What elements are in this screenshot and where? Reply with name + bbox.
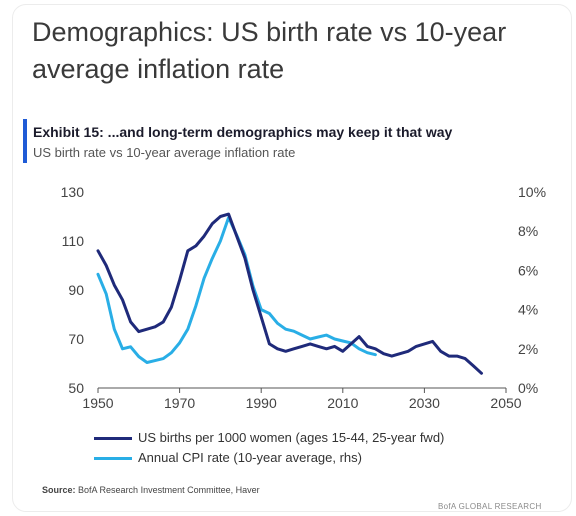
legend-swatch-cpi — [94, 457, 132, 461]
x-tick-label: 2030 — [409, 395, 440, 411]
y-right-tick-label: 4% — [518, 302, 538, 318]
y-right-tick-label: 0% — [518, 380, 538, 396]
source-note: Source: BofA Research Investment Committ… — [42, 485, 260, 495]
headline: Demographics: US birth rate vs 10-year a… — [32, 17, 507, 84]
y-left-tick-label: 130 — [61, 184, 85, 200]
chart-card — [12, 4, 572, 512]
exhibit-subtitle: US birth rate vs 10-year average inflati… — [33, 145, 296, 160]
legend-label-births: US births per 1000 women (ages 15-44, 25… — [138, 430, 445, 445]
y-right-tick-label: 8% — [518, 223, 538, 239]
legend-label-cpi: Annual CPI rate (10-year average, rhs) — [138, 450, 362, 465]
x-tick-label: 2010 — [327, 395, 358, 411]
y-left-tick-label: 110 — [62, 233, 85, 249]
x-tick-label: 1990 — [246, 395, 277, 411]
legend-item-births: US births per 1000 women (ages 15-44, 25… — [94, 428, 444, 448]
y-left-tick-label: 50 — [68, 380, 84, 396]
source-text: BofA Research Investment Committee, Have… — [78, 485, 260, 495]
y-left-tick-label: 90 — [68, 282, 84, 298]
x-tick-label: 1970 — [164, 395, 195, 411]
legend: US births per 1000 women (ages 15-44, 25… — [94, 428, 444, 468]
y-right-tick-label: 2% — [518, 341, 538, 357]
y-left-tick-label: 70 — [68, 331, 84, 347]
exhibit-title: Exhibit 15: ...and long-term demographic… — [33, 124, 453, 140]
brand-footer: BofA GLOBAL RESEARCH — [438, 502, 542, 511]
exhibit-accent-bar — [23, 119, 27, 163]
series-line-births — [96, 212, 483, 375]
source-label: Source: — [42, 485, 76, 495]
x-tick-label: 1950 — [82, 395, 113, 411]
legend-item-cpi: Annual CPI rate (10-year average, rhs) — [94, 448, 444, 468]
x-tick-label: 2050 — [490, 395, 521, 411]
legend-swatch-births — [94, 437, 132, 441]
y-right-tick-label: 6% — [518, 262, 538, 278]
y-right-tick-label: 10% — [518, 184, 546, 200]
